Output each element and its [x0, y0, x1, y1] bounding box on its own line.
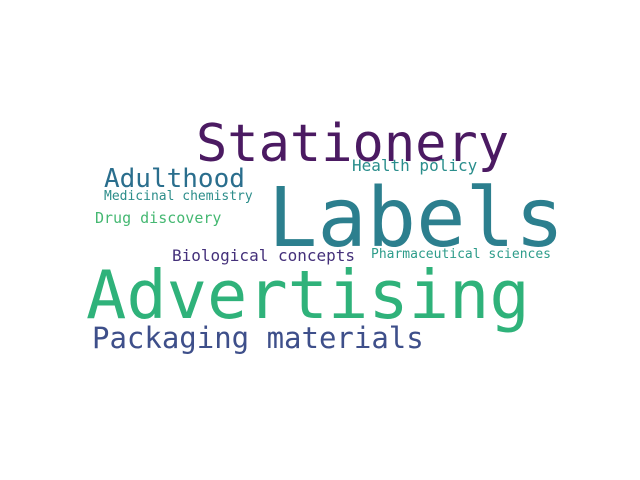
word-labels: Labels [268, 171, 565, 266]
word-drug-discovery: Drug discovery [95, 209, 222, 227]
word-pharmaceutical-sciences: Pharmaceutical sciences [371, 247, 552, 262]
word-biological-concepts: Biological concepts [172, 246, 356, 265]
word-health-policy: Health policy [352, 156, 478, 175]
word-medicinal-chemistry: Medicinal chemistry [104, 189, 253, 204]
word-advertising: Advertising [86, 256, 530, 334]
word-adulthood: Adulthood [104, 164, 245, 194]
word-stationery: Stationery [196, 114, 510, 174]
word-packaging-materials: Packaging materials [92, 321, 424, 355]
